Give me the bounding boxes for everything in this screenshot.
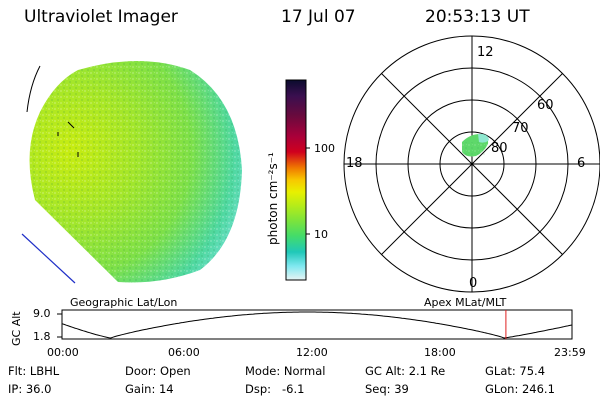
terminator-line [21,233,76,284]
x-tick-label-0: 00:00 [47,346,79,359]
mlt-label-0: 0 [469,276,478,291]
date-label: 17 Jul 07 [281,7,356,27]
app-title: Ultraviolet Imager [24,7,178,27]
timeline-right-title: Apex MLat/MLT [424,296,507,309]
polar-diagonal-2 [381,73,563,255]
timeline-axis-title: GC Alt [10,311,23,346]
time-label: 20:53:13 UT [425,7,530,27]
mlt-label-12: 12 [477,45,494,60]
color-bar [285,79,307,281]
info-glon: GLon: 246.1 [485,382,555,396]
lat-label-80: 80 [491,141,508,156]
earth-disk-image [29,61,243,283]
info-gc-alt: GC Alt: 2.1 Re [365,364,446,378]
lat-label-60: 60 [537,98,554,113]
info-mode: Mode: Normal [245,364,326,378]
x-tick-label-2: 12:00 [296,346,328,359]
altitude-curve [61,311,573,339]
color-bar-label-10: 10 [314,228,328,241]
altitude-plot-frame [61,309,573,340]
info-seq: Seq: 39 [365,382,409,396]
color-bar-unit-label: photon cm⁻²s⁻¹ [266,152,280,245]
limb-arc [26,65,41,113]
x-tick-label-3: 18:00 [424,346,456,359]
info-filter: Flt: LBHL [8,364,60,378]
timeline-left-title: Geographic Lat/Lon [70,296,178,309]
lat-label-70: 70 [512,121,529,136]
mlt-label-18: 18 [346,156,363,171]
info-door: Door: Open [125,364,191,378]
color-bar-label-100: 100 [314,142,335,155]
auroral-patch [462,133,489,158]
mlt-label-6: 6 [577,156,586,171]
x-tick-label-1: 06:00 [168,346,200,359]
image-artifacts [57,121,79,157]
x-tick-label-4: 23:59 [554,346,586,359]
polar-plot [343,35,600,293]
info-gain: Gain: 14 [125,382,174,396]
info-glat: GLat: 75.4 [485,364,546,378]
y-label-min: 1.8 [33,330,51,343]
info-ip: IP: 36.0 [8,382,52,396]
info-dsp: Dsp: -6.1 [245,382,305,396]
y-label-max: 9.0 [33,307,51,320]
